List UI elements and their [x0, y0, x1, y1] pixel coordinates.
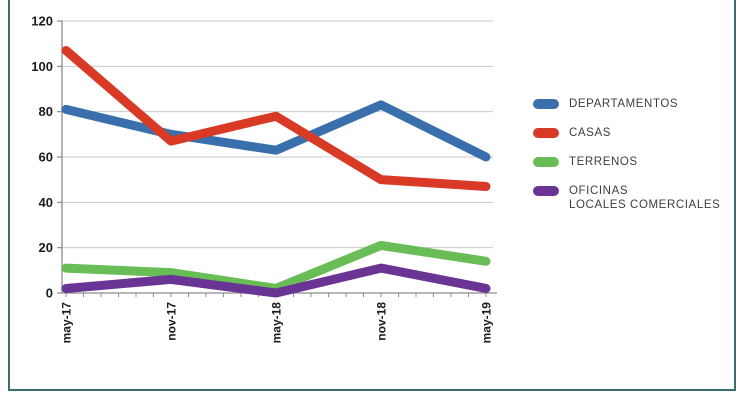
- chart-legend: DEPARTAMENTOS CASAS TERRENOS OFICINAS LOCALE…: [533, 97, 720, 212]
- series-line-oficinas-locales-comerciales: [61, 263, 491, 298]
- legend-label-line: LOCALES COMERCIALES: [569, 199, 721, 211]
- legend-swatch-icon: [533, 157, 559, 167]
- x-tick-label-may-18: may-18: [270, 302, 284, 344]
- legend-swatch-icon: [533, 186, 559, 196]
- axes: 0 20 40 60 80 100 120 may-17 nov-17 may-18 nov-18 m…: [31, 14, 497, 344]
- legend-item-terrenos: TERRENOS: [533, 155, 720, 169]
- legend-swatch-icon: [533, 99, 559, 109]
- y-tick-label-0: 0: [46, 286, 53, 301]
- y-tick-label-60: 60: [39, 150, 53, 165]
- legend-item-casas: CASAS: [533, 126, 720, 140]
- y-tick-label-120: 120: [31, 14, 53, 29]
- legend-label-line: DEPARTAMENTOS: [569, 98, 679, 110]
- series-line-departamentos: [61, 100, 491, 162]
- legend-label: DEPARTAMENTOS: [569, 97, 678, 111]
- legend-label: OFICINAS LOCALES COMERCIALES: [569, 184, 720, 212]
- x-tick-label-may-17: may-17: [60, 302, 74, 344]
- x-tick-label-may-19: may-19: [480, 302, 494, 344]
- y-tick-label-80: 80: [39, 104, 53, 119]
- legend-label-line: CASAS: [569, 127, 611, 139]
- y-tick-label-20: 20: [39, 240, 53, 255]
- x-tick-label-nov-17: nov-17: [165, 302, 179, 341]
- series-line-casas: [61, 45, 491, 191]
- series-lines: [61, 45, 491, 298]
- legend-item-departamentos: DEPARTAMENTOS: [533, 97, 720, 111]
- legend-label: TERRENOS: [569, 155, 638, 169]
- legend-swatch-icon: [533, 128, 559, 138]
- x-tick-label-nov-18: nov-18: [375, 302, 389, 341]
- legend-item-oficinas-locales-comerciales: OFICINAS LOCALES COMERCIALES: [533, 184, 720, 212]
- y-tick-label-40: 40: [39, 195, 53, 210]
- y-tick-label-100: 100: [31, 59, 53, 74]
- gridlines: [62, 20, 493, 249]
- legend-label-line: OFICINAS: [569, 185, 629, 197]
- legend-label: CASAS: [569, 126, 611, 140]
- legend-label-line: TERRENOS: [569, 156, 638, 168]
